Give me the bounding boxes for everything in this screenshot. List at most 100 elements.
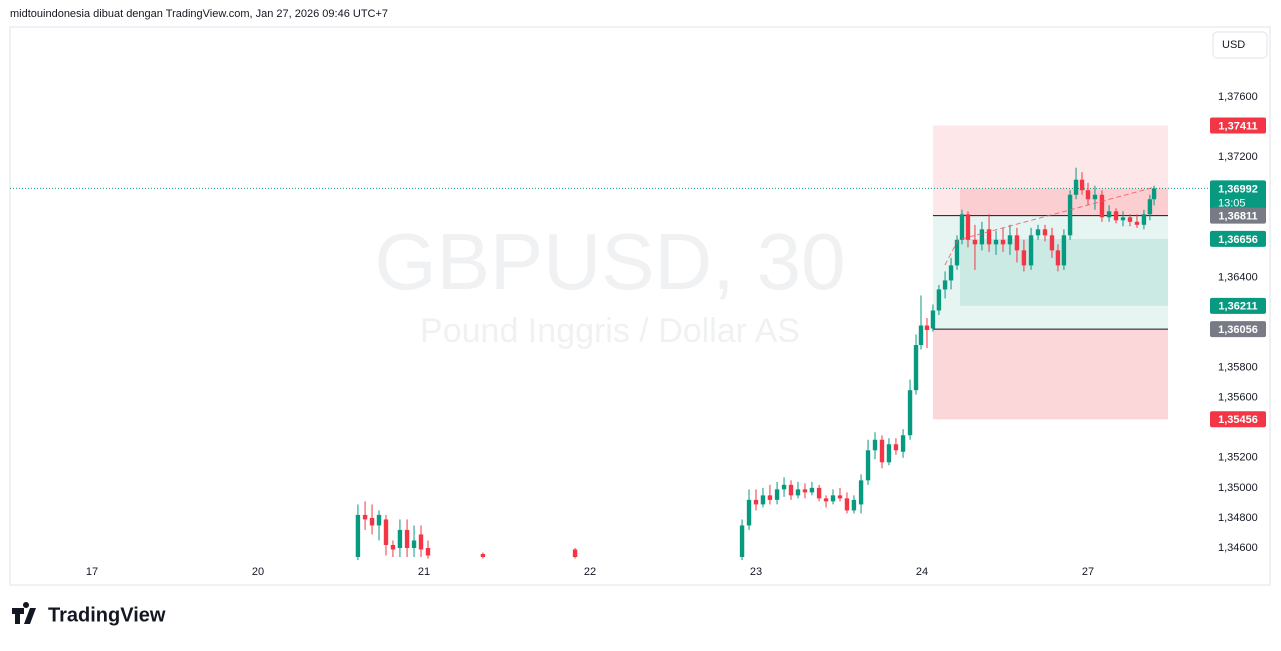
candle-body	[1151, 188, 1157, 200]
candle-body	[837, 495, 843, 499]
candle-body	[930, 310, 936, 329]
y-tick-label: 1,35200	[1218, 452, 1258, 464]
price-label: 1,36056	[1218, 324, 1258, 336]
price-label: 1,36992	[1218, 183, 1258, 195]
labels: 1,37600 1,37200 1,36400 1,35800 1,35600 1,352…	[86, 91, 1266, 578]
candle-body	[1127, 217, 1133, 222]
candle-body	[418, 534, 424, 550]
candle-body	[425, 547, 431, 556]
candle-body	[948, 265, 954, 281]
candle-body	[865, 450, 871, 481]
frame	[9, 26, 1271, 586]
candle-body	[1134, 221, 1140, 225]
x-tick-label: 21	[418, 566, 430, 578]
currency[interactable]: USD	[1222, 39, 1245, 51]
candle-body	[942, 280, 948, 290]
y-tick-label: 1,36400	[1218, 271, 1258, 283]
candle-body	[893, 444, 899, 451]
price-label: 1,36211	[1218, 301, 1257, 313]
candle-body	[404, 529, 410, 548]
candle-body	[1000, 239, 1006, 245]
y-tick-label: 1,35800	[1218, 362, 1258, 374]
price-label: 1,37411	[1218, 120, 1257, 132]
candle-body	[788, 484, 794, 496]
candle-body	[376, 514, 382, 526]
candle-body	[965, 214, 971, 240]
y-tick-label: 1,35000	[1218, 482, 1258, 494]
candle-body	[480, 553, 486, 557]
candle-body	[802, 489, 808, 493]
brand: TradingView	[48, 604, 166, 626]
y-tick-label: 1,37200	[1218, 151, 1258, 163]
x-tick-label: 24	[916, 566, 928, 578]
currency-button[interactable]	[1212, 31, 1268, 59]
logo: TradingView	[12, 602, 166, 626]
candle-body	[936, 289, 942, 311]
price-label: 1,35456	[1218, 414, 1258, 426]
candle-body	[572, 549, 578, 557]
candle-body	[1079, 179, 1085, 191]
y-tick-label: 1,37600	[1218, 91, 1258, 103]
x-tick-label: 20	[252, 566, 264, 578]
candle-body	[760, 495, 766, 505]
position-zone	[932, 215, 1169, 330]
candle-body	[879, 439, 885, 463]
candle-body	[362, 514, 368, 520]
candle-body	[1007, 235, 1013, 245]
candle-body	[1021, 250, 1027, 266]
candle-body	[816, 487, 822, 499]
price-label: 1,36656	[1218, 234, 1258, 246]
candle-body	[753, 499, 759, 505]
y-tick-label: 1,34600	[1218, 542, 1258, 554]
candle-body	[1042, 229, 1048, 236]
candle-body	[369, 517, 375, 526]
x-tick-label: 22	[584, 566, 596, 578]
y-tick-label: 1,35600	[1218, 392, 1258, 404]
x-tick-label: 17	[86, 566, 98, 578]
candle-body	[1035, 229, 1041, 236]
x-tick-label: 23	[750, 566, 762, 578]
candle-body	[959, 214, 965, 240]
candle-body	[907, 390, 913, 436]
price-label-box	[1210, 207, 1266, 224]
countdown: 13:05	[1218, 197, 1246, 209]
candle-body	[1049, 235, 1055, 251]
candle-body	[1055, 250, 1061, 266]
watermark-title: GBPUSD, 30	[374, 217, 845, 306]
candle-body	[390, 544, 396, 550]
position-zone	[932, 125, 1169, 216]
candle-body	[397, 529, 403, 548]
candle-body	[795, 489, 801, 496]
candle-body	[1099, 194, 1105, 218]
candle-body	[979, 229, 985, 245]
candles	[355, 167, 1157, 560]
candle-body	[1073, 179, 1079, 195]
candle-body	[781, 484, 787, 490]
candle-body	[1106, 211, 1112, 218]
position-zone	[932, 329, 1169, 420]
x-tick-label: 27	[1082, 566, 1094, 578]
candle-body	[1061, 235, 1067, 266]
candle-body	[411, 540, 417, 548]
candle-body	[1067, 194, 1073, 236]
position-tool	[10, 125, 1210, 420]
header: midtouindonesia dibuat dengan TradingVie…	[10, 8, 388, 20]
y-tick-label: 1,34800	[1218, 512, 1258, 524]
price-label-box	[1210, 117, 1266, 134]
candle-body	[900, 435, 906, 452]
candle-body	[954, 239, 960, 266]
candle-body	[355, 514, 361, 557]
trend-line	[944, 186, 1156, 266]
candle-body	[830, 495, 836, 502]
price-label: 1,36811	[1218, 211, 1257, 223]
candle-body	[918, 325, 924, 346]
price-label-box	[1210, 321, 1266, 338]
candle-body	[823, 498, 829, 502]
watermark-subtitle: Pound Inggris / Dollar AS	[420, 312, 800, 350]
candle-body	[1147, 199, 1153, 215]
price-label-box	[1210, 180, 1266, 211]
candle-body	[858, 480, 864, 505]
candle-body	[872, 439, 878, 451]
